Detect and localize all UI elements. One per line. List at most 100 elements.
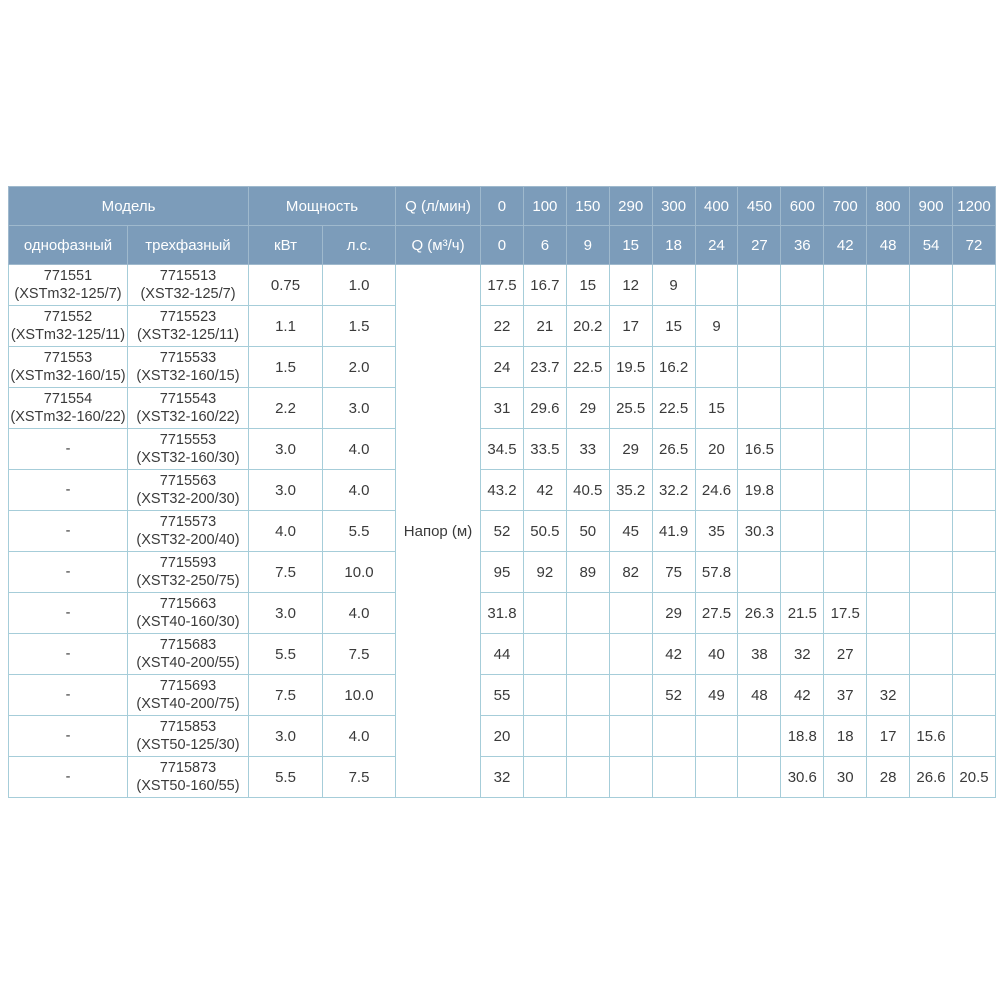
head-value-cell — [909, 633, 953, 675]
single_phase-line: - — [65, 728, 71, 744]
three_phase-line: 7715543 — [159, 391, 217, 407]
single_phase-line: (XSTm32-125/11) — [10, 327, 126, 343]
head-value-cell — [737, 715, 782, 757]
head-value-cell: 95 — [480, 551, 524, 593]
q-m3h-value: 27 — [737, 225, 782, 265]
single_phase-line: - — [65, 605, 71, 621]
head-value-cell — [780, 387, 825, 429]
model-single-phase-cell: 771552 (XSTm32-125/11) — [8, 305, 128, 347]
head-value-cell: 12 — [608, 264, 653, 306]
q-m3h-value: 0 — [480, 225, 524, 265]
head-value-cell — [737, 756, 782, 798]
head-value-cell — [909, 592, 953, 634]
head-value-cell — [651, 756, 696, 798]
hp-cell: 2.0 — [321, 346, 397, 388]
three_phase-line: (XST40-200/55) — [136, 655, 240, 671]
head-value-cell — [823, 551, 868, 593]
head-value-cell: 26.3 — [737, 592, 782, 634]
head-value-cell — [823, 264, 868, 306]
head-value-cell: 9 — [694, 305, 739, 347]
head-value-cell: 20.5 — [951, 756, 997, 798]
head-value-cell: 30.3 — [737, 510, 782, 552]
three_phase-line: (XST50-160/55) — [136, 778, 240, 794]
head-value-cell: 41.9 — [651, 510, 696, 552]
hp-cell: 4.0 — [321, 715, 397, 757]
head-value-cell: 29 — [651, 592, 696, 634]
three_phase-line: (XST32-200/30) — [136, 491, 240, 507]
model-single-phase-cell: - — [8, 633, 128, 675]
model-single-phase-cell: 771554 (XSTm32-160/22) — [8, 387, 128, 429]
model-single-phase-cell: 771551 (XSTm32-125/7) — [8, 264, 128, 306]
table-row: - 7715873 (XST50-160/55) 5.5 7.5 32 30.6 30 28 26… — [8, 756, 997, 798]
model-three-phase-cell: 7715683 (XST40-200/55) — [127, 633, 249, 675]
head-value-cell — [866, 633, 911, 675]
three_phase-line: (XST32-160/15) — [136, 368, 240, 384]
kw-cell: 1.5 — [248, 346, 323, 388]
head-value-cell — [951, 592, 997, 634]
head-value-cell: 17 — [608, 305, 653, 347]
three_phase-line: 7715533 — [159, 350, 217, 366]
q-m3h-value: 36 — [780, 225, 825, 265]
head-value-cell: 19.8 — [737, 469, 782, 511]
single_phase-line: 771552 — [43, 309, 93, 325]
head-value-cell — [780, 551, 825, 593]
single_phase-line: - — [65, 687, 71, 703]
head-value-cell: 18.8 — [780, 715, 825, 757]
head-value-cell — [608, 633, 653, 675]
head-value-cell: 38 — [737, 633, 782, 675]
head-value-cell — [951, 469, 997, 511]
head-value-cell: 40 — [694, 633, 739, 675]
three_phase-line: 7715873 — [159, 760, 217, 776]
three_phase-line: (XST32-200/40) — [136, 532, 240, 548]
head-value-cell: 32 — [866, 674, 911, 716]
head-value-cell: 22.5 — [651, 387, 696, 429]
q-m3h-value: 9 — [565, 225, 610, 265]
head-value-cell: 33.5 — [522, 428, 567, 470]
pump-spec-table: Модель Мощность Q (л/мин) 0 100 150 290 300 4… — [8, 186, 997, 798]
head-value-cell — [951, 264, 997, 306]
single_phase-line: - — [65, 769, 71, 785]
model-three-phase-cell: 7715543 (XST32-160/22) — [127, 387, 249, 429]
head-value-cell: 19.5 — [608, 346, 653, 388]
head-value-cell — [823, 469, 868, 511]
model-three-phase-cell: 7715573 (XST32-200/40) — [127, 510, 249, 552]
q-m3h-value: 72 — [951, 225, 997, 265]
head-value-cell — [737, 551, 782, 593]
table-row: - 7715593 (XST32-250/75) 7.5 10.0 95 92 89 82 75 5… — [8, 551, 997, 593]
head-value-cell: 29 — [608, 428, 653, 470]
head-value-cell: 22.5 — [565, 346, 610, 388]
single_phase-line: - — [65, 564, 71, 580]
header-row-2: однофазный трехфазный кВт л.с. Q (м³/ч) … — [8, 225, 997, 265]
head-value-cell: 18 — [823, 715, 868, 757]
single_phase-line: - — [65, 482, 71, 498]
head-value-cell — [909, 469, 953, 511]
head-value-cell — [522, 674, 567, 716]
single_phase-line: (XSTm32-160/22) — [10, 409, 126, 425]
head-value-cell: 40.5 — [565, 469, 610, 511]
three_phase-line: 7715523 — [159, 309, 217, 325]
head-value-cell: 17.5 — [480, 264, 524, 306]
head-value-cell: 16.5 — [737, 428, 782, 470]
hp-cell: 4.0 — [321, 592, 397, 634]
head-value-cell: 23.7 — [522, 346, 567, 388]
head-value-cell — [909, 264, 953, 306]
head-value-cell: 26.5 — [651, 428, 696, 470]
head-value-cell — [909, 387, 953, 429]
head-value-cell: 17 — [866, 715, 911, 757]
head-value-cell: 57.8 — [694, 551, 739, 593]
q-m3h-value: 54 — [909, 225, 953, 265]
model-single-phase-cell: - — [8, 715, 128, 757]
head-value-cell: 27.5 — [694, 592, 739, 634]
model-three-phase-cell: 7715513 (XST32-125/7) — [127, 264, 249, 306]
q-lmin-value: 290 — [608, 186, 653, 226]
head-value-cell — [780, 305, 825, 347]
head-value-cell — [522, 756, 567, 798]
header-power-group: Мощность — [247, 186, 397, 226]
head-value-cell: 43.2 — [480, 469, 524, 511]
head-value-cell: 30 — [823, 756, 868, 798]
three_phase-line: 7715663 — [159, 596, 217, 612]
hp-cell: 10.0 — [321, 674, 397, 716]
q-lmin-value: 100 — [522, 186, 567, 226]
hp-cell: 1.5 — [321, 305, 397, 347]
